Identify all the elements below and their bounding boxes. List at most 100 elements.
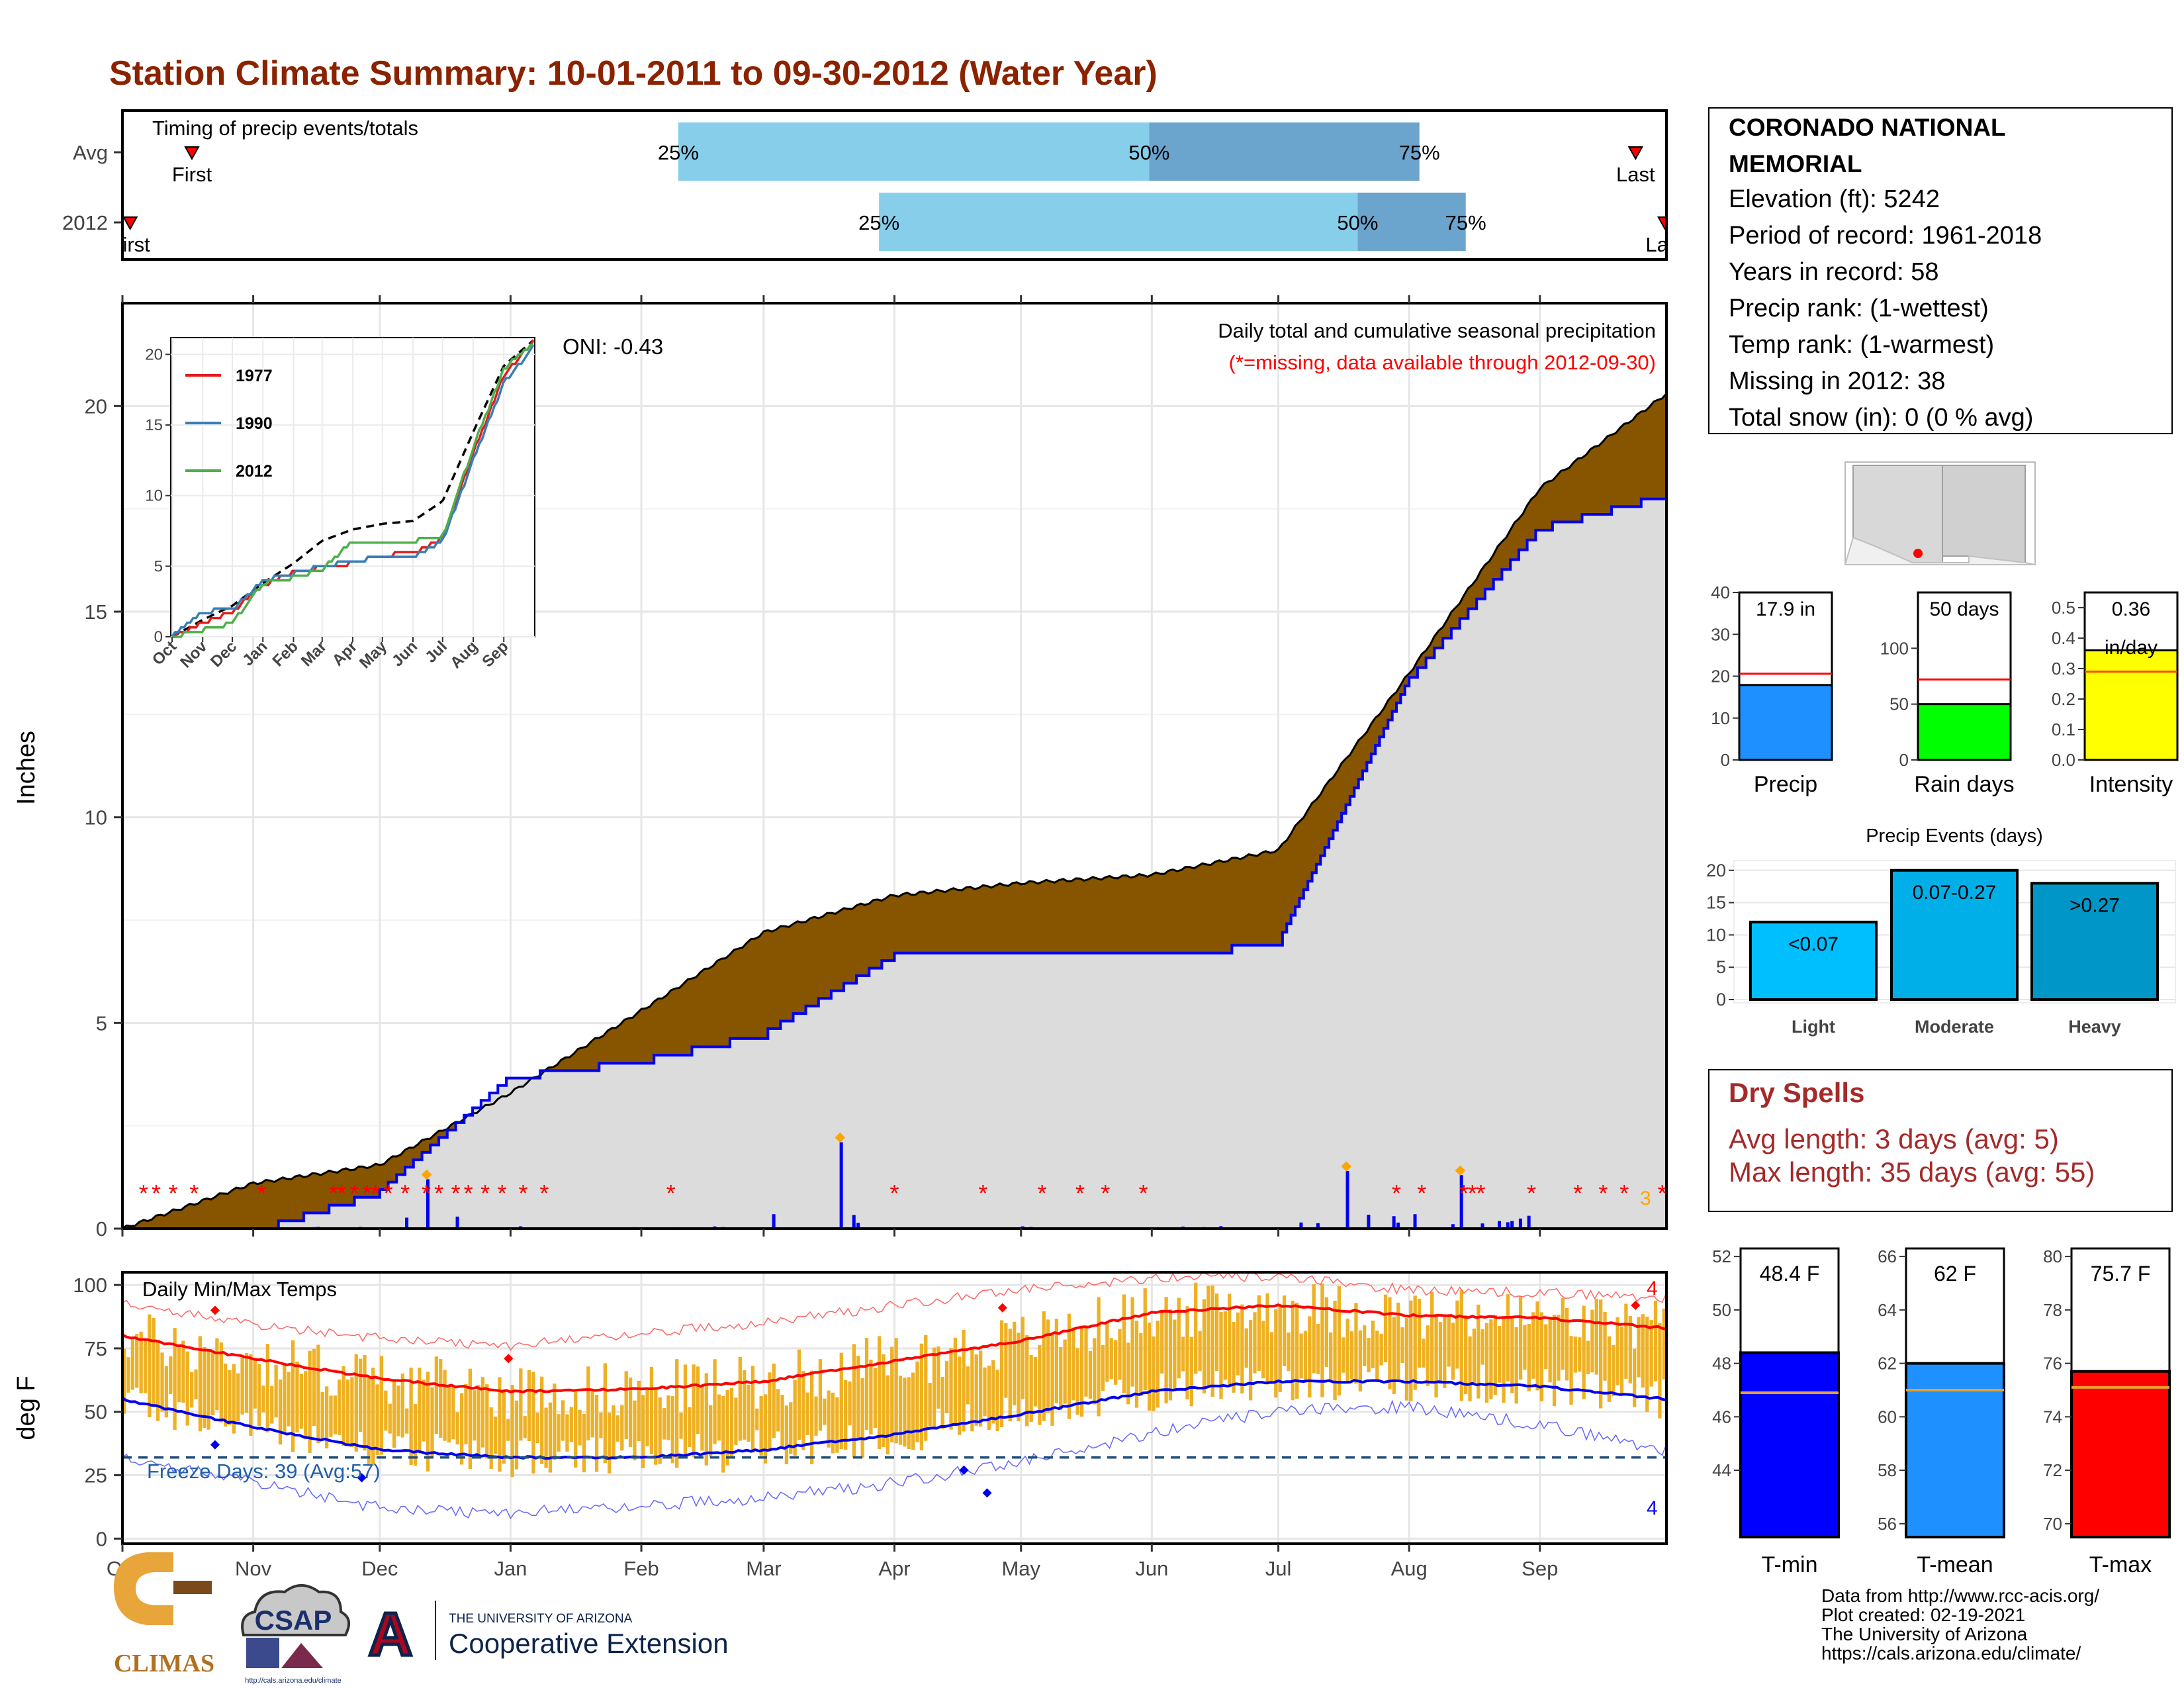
- daily-temp-bar: [1021, 1317, 1025, 1399]
- dry-spells-title: Dry Spells: [1729, 1077, 1864, 1108]
- daily-temp-bar: [586, 1366, 590, 1440]
- month-tick-label: Aug: [1391, 1557, 1428, 1580]
- daily-temp-bar: [1287, 1332, 1291, 1372]
- daily-temp-bar: [1079, 1325, 1084, 1417]
- daily-temp-bar: [185, 1351, 189, 1426]
- daily-temp-bar: [160, 1352, 164, 1412]
- daily-temp-bar: [1017, 1333, 1021, 1422]
- daily-temp-bar: [1658, 1323, 1662, 1419]
- daily-temp-bar: [1291, 1300, 1295, 1401]
- daily-temp-bar: [1619, 1326, 1624, 1395]
- missing-data-star: *: [329, 1180, 338, 1207]
- daily-temp-bar: [1093, 1338, 1097, 1405]
- month-tick-label: Mar: [746, 1557, 781, 1580]
- temp-summary-y-tick-label: 78: [2043, 1300, 2062, 1320]
- daily-temp-bar: [1388, 1297, 1392, 1389]
- summary-value-unit: in/day: [2105, 637, 2158, 659]
- daily-temp-bar: [725, 1390, 729, 1466]
- temp-summary-y-tick-label: 46: [1712, 1407, 1731, 1427]
- daily-temp-bar: [1430, 1291, 1434, 1383]
- logos: CLIMAS CSAP http://cals.arizona.edu/clim…: [114, 1552, 729, 1685]
- daily-temp-bar: [173, 1328, 177, 1430]
- record-precip-marker: [1455, 1165, 1466, 1176]
- ua-small-text: THE UNIVERSITY OF ARIZONA: [449, 1612, 633, 1626]
- missing-data-star: *: [1573, 1180, 1582, 1207]
- daily-temp-bar: [1557, 1315, 1561, 1381]
- daily-temp-bar: [1451, 1323, 1455, 1380]
- csap-wordmark: CSAP: [255, 1605, 332, 1636]
- daily-temp-bar: [1337, 1286, 1342, 1396]
- daily-temp-bar: [675, 1359, 679, 1468]
- daily-temp-bars: [122, 1282, 1666, 1477]
- daily-precip-bar: [1299, 1222, 1303, 1229]
- daily-temp-bar: [480, 1377, 485, 1448]
- daily-temp-bar: [641, 1395, 645, 1468]
- missing-markers: * * * * * ** * ** * * * * * * * * * * * * * * * * * * * *** * * * * *: [139, 1180, 1667, 1207]
- month-tick-label: Dec: [361, 1557, 398, 1580]
- daily-temp-bar: [1624, 1303, 1628, 1379]
- daily-temp-bar: [1396, 1302, 1400, 1382]
- daily-temp-bar: [341, 1366, 345, 1446]
- dry-spells-box: Dry Spells Avg length: 3 days (avg: 5) M…: [1708, 1069, 2173, 1212]
- daily-temp-bar: [1257, 1295, 1261, 1371]
- summary-y-tick-label: 40: [1711, 583, 1730, 602]
- daily-temp-bar: [709, 1405, 713, 1457]
- daily-temp-bar: [439, 1359, 443, 1438]
- daily-temp-bar: [810, 1370, 814, 1464]
- events-bar-heavy: [2030, 882, 2159, 1002]
- daily-precip-bar: [1459, 1175, 1463, 1229]
- daily-temp-bar: [1653, 1300, 1658, 1382]
- daily-temp-bar: [1299, 1333, 1303, 1379]
- station-detail-line: Temp rank: (1-warmest): [1729, 331, 1994, 359]
- temp-summary-y-tick-label: 56: [1878, 1514, 1897, 1534]
- daily-temp-bar: [1569, 1336, 1573, 1405]
- daily-temp-bar: [1379, 1333, 1383, 1366]
- summary-y-tick-label: 0.5: [2052, 598, 2075, 618]
- daily-temp-bar: [1042, 1311, 1046, 1421]
- temp-y-tick-label: 25: [85, 1464, 107, 1487]
- temp-summary-value: 75.7 F: [2091, 1262, 2151, 1286]
- daily-precip-bar: [1345, 1171, 1349, 1229]
- summary-bar-name: Intensity: [2089, 772, 2173, 797]
- daily-temp-bar: [1510, 1317, 1514, 1393]
- daily-temp-bar: [780, 1395, 784, 1448]
- daily-temp-bar: [561, 1400, 565, 1441]
- precip-panel: * * * * * ** * ** * * * * * * * * * * * * * * * * * * * *** * * * * * 05…: [13, 295, 1668, 1241]
- daily-temp-bar: [1025, 1335, 1029, 1427]
- missing-data-star: *: [1658, 1180, 1667, 1207]
- daily-temp-bar: [1210, 1285, 1214, 1397]
- daily-temp-bar: [970, 1346, 974, 1432]
- footer-credits: Data from http://www.rcc-acis.org/Plot c…: [1821, 1585, 2099, 1664]
- daily-temp-bar: [890, 1346, 894, 1442]
- dry-spells-avg: Avg length: 3 days (avg: 5): [1729, 1123, 2059, 1154]
- daily-temp-bar: [1324, 1297, 1328, 1367]
- daily-temp-bar: [215, 1338, 219, 1411]
- daily-temp-bar: [1489, 1319, 1493, 1399]
- missing-data-star: *: [1101, 1180, 1110, 1207]
- daily-temp-bar: [628, 1378, 633, 1447]
- missing-data-star: *: [400, 1180, 410, 1207]
- daily-temp-bar: [1194, 1282, 1198, 1374]
- daily-temp-bar: [1113, 1340, 1118, 1385]
- daily-temp-bar: [831, 1392, 835, 1454]
- daily-temp-bar: [1308, 1316, 1312, 1398]
- daily-temp-bar: [1333, 1300, 1337, 1401]
- daily-temp-bar: [1029, 1354, 1033, 1422]
- daily-temp-bar: [1278, 1306, 1282, 1392]
- daily-temp-bar: [451, 1387, 455, 1440]
- summary-value-label: 0.36: [2112, 598, 2150, 620]
- daily-temp-bar: [978, 1350, 983, 1427]
- daily-temp-bar: [688, 1407, 692, 1448]
- daily-temp-bar: [894, 1338, 898, 1444]
- missing-data-star: *: [1459, 1180, 1469, 1207]
- daily-temp-bar: [1232, 1321, 1236, 1393]
- daily-temp-bar: [265, 1344, 270, 1432]
- missing-data-star: *: [1417, 1180, 1426, 1207]
- daily-temp-bar: [1240, 1304, 1244, 1394]
- daily-temp-bar: [729, 1387, 734, 1457]
- locator-map: [1844, 461, 2036, 565]
- daily-temp-bar: [738, 1356, 742, 1441]
- map-mexico: [1844, 536, 2036, 565]
- temp-summary-y-tick-label: 74: [2043, 1407, 2062, 1427]
- daily-temp-bar: [565, 1414, 569, 1452]
